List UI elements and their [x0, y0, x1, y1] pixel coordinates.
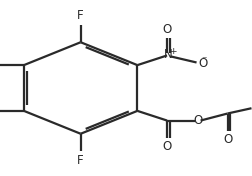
Text: F: F	[77, 9, 84, 22]
Text: O: O	[193, 114, 202, 127]
Text: O: O	[198, 57, 208, 70]
Text: F: F	[77, 154, 84, 167]
Text: N: N	[164, 48, 173, 61]
Text: O: O	[163, 23, 172, 36]
Text: ⁻: ⁻	[202, 55, 207, 65]
Text: +: +	[169, 47, 177, 56]
Text: O: O	[163, 140, 172, 153]
Text: O: O	[223, 133, 232, 146]
